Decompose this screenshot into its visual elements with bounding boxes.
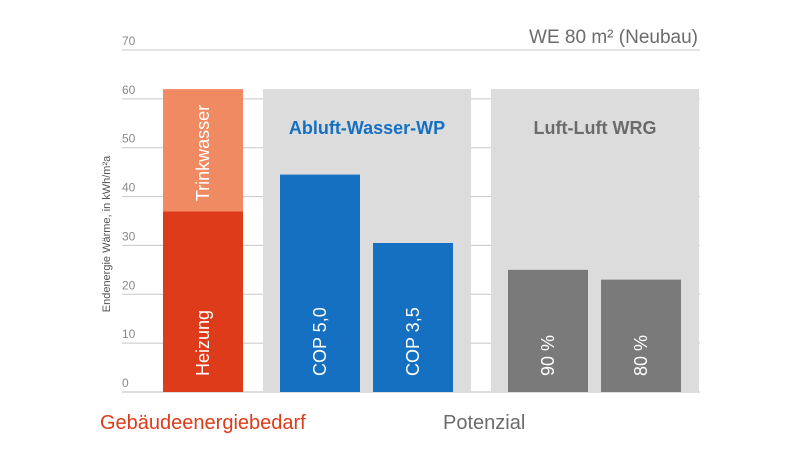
y-tick-60: 60 bbox=[122, 83, 136, 97]
stacked-bar-segment-heizung bbox=[163, 211, 243, 392]
y-tick-0: 0 bbox=[122, 376, 129, 390]
bar-1-0 bbox=[508, 269, 588, 392]
y-tick-labels: 0 10 20 30 40 50 60 70 bbox=[122, 34, 136, 390]
y-tick-70: 70 bbox=[122, 34, 136, 48]
bar-label-1-1: 80 % bbox=[631, 335, 651, 376]
y-axis-label: Endenergie Wärme, in kWh/m²a bbox=[101, 155, 113, 312]
y-tick-20: 20 bbox=[122, 278, 136, 292]
bars: Heizung Trinkwasser COP 5,0 COP 3,5 90 % 80 % bbox=[163, 89, 681, 392]
bar-0-0 bbox=[280, 174, 360, 392]
stacked-bar-segment-trinkwasser bbox=[163, 89, 243, 212]
bar-label-0-0: COP 5,0 bbox=[310, 307, 330, 376]
group-title-abluft-wasser-wp: Abluft-Wasser-WP bbox=[289, 118, 445, 138]
bar-1-1 bbox=[601, 279, 681, 392]
group-title-luft-luft-wrg: Luft-Luft WRG bbox=[534, 118, 657, 138]
y-tick-50: 50 bbox=[122, 132, 136, 146]
y-tick-10: 10 bbox=[122, 327, 136, 341]
y-tick-30: 30 bbox=[122, 229, 136, 243]
y-tick-40: 40 bbox=[122, 181, 136, 195]
bar-0-1 bbox=[373, 242, 453, 392]
bar-label-0-1: COP 3,5 bbox=[403, 307, 423, 376]
bar-label-1-0: 90 % bbox=[538, 335, 558, 376]
bar-label-heizung: Heizung bbox=[193, 310, 213, 376]
footer-label-potenzial: Potenzial bbox=[443, 412, 525, 434]
bar-label-trinkwasser: Trinkwasser bbox=[193, 105, 213, 201]
chart-title: WE 80 m² (Neubau) bbox=[529, 27, 698, 48]
footer-label-gebaeudeenergiebedarf: Gebäudeenergiebedarf bbox=[100, 412, 306, 434]
